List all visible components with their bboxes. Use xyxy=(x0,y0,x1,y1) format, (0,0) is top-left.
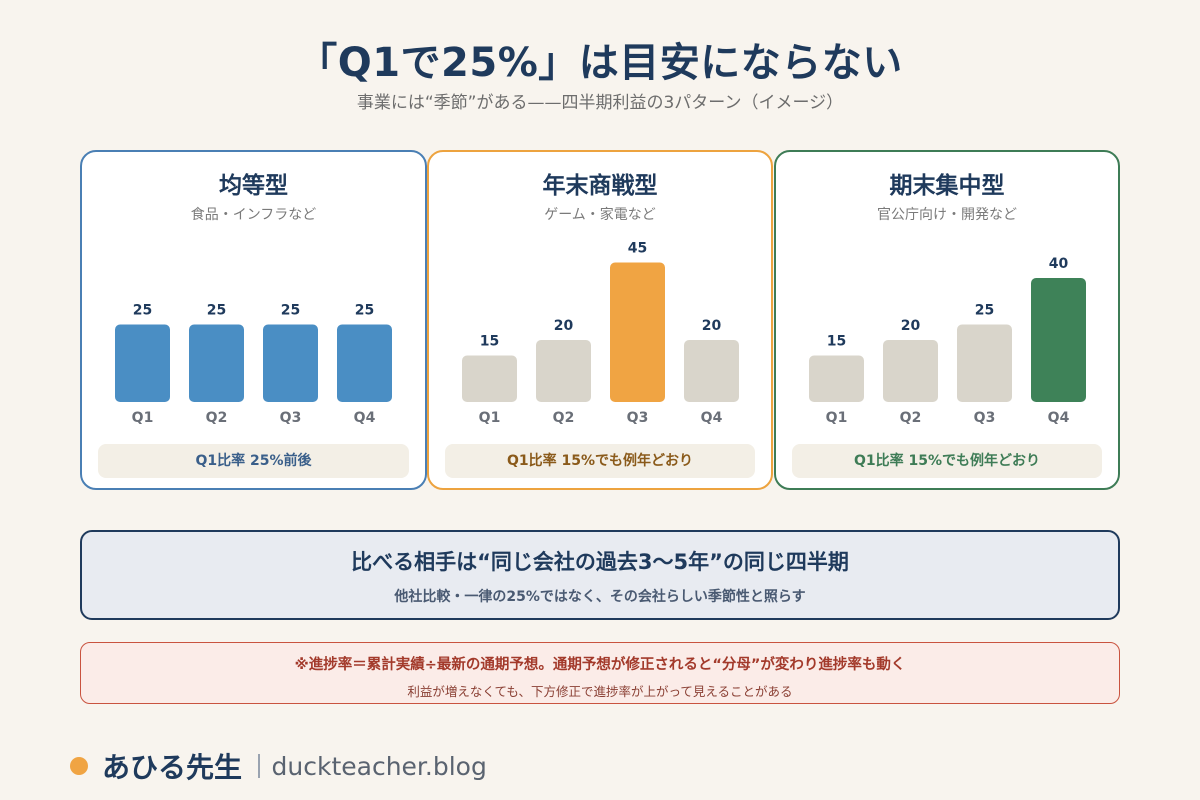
tick-label: Q2 xyxy=(900,410,922,426)
data-label: 40 xyxy=(1049,256,1069,272)
note-subtext: 利益が増えなくても、下方修正で進捗率が上がって見えることがある xyxy=(407,684,793,699)
tick-label: Q3 xyxy=(280,410,302,426)
data-label: 20 xyxy=(554,318,574,334)
data-label: 15 xyxy=(480,334,499,350)
chart-panel-year-end: 年末商戦型 ゲーム・家電など 15 Q1 20 Q2 45 Q3 20 Q4 Q1比率 15%… xyxy=(427,150,773,490)
bar-q2 xyxy=(189,324,244,402)
tick-label: Q1 xyxy=(479,410,501,426)
panel-footer: Q1比率 25%前後 xyxy=(98,444,409,478)
bar-q3 xyxy=(610,262,665,402)
panel-subtitle: 食品・インフラなど xyxy=(190,207,317,223)
tick-label: Q1 xyxy=(132,410,154,426)
panel-subtitle: ゲーム・家電など xyxy=(544,207,656,223)
data-label: 25 xyxy=(207,303,226,319)
panel-footer: Q1比率 15%でも例年どおり xyxy=(445,444,755,478)
data-label: 25 xyxy=(281,303,300,319)
brand-divider xyxy=(258,754,260,778)
bar-chart: 25 Q1 25 Q2 25 Q3 25 Q4 xyxy=(115,303,392,426)
tick-label: Q3 xyxy=(974,410,996,426)
data-label: 15 xyxy=(827,334,846,350)
tick-label: Q1 xyxy=(826,410,848,426)
bar-q3 xyxy=(263,324,318,402)
progress-rate-note: ※進捗率＝累計実績÷最新の通期予想。通期予想が修正されると“分母”が変わり進捗率… xyxy=(80,642,1120,704)
chart-panel-period-end: 期末集中型 官公庁向け・開発など 15 Q1 20 Q2 25 Q3 40 Q4 Q1比率 1… xyxy=(774,150,1120,490)
brand-url: duckteacher.blog xyxy=(271,751,487,781)
bar-q1 xyxy=(462,355,517,402)
page-subtitle: 事業には“季節”がある——四半期利益の3パターン（イメージ） xyxy=(356,93,844,113)
data-label: 25 xyxy=(975,303,994,319)
bar-q4 xyxy=(337,324,392,402)
data-label: 20 xyxy=(702,318,722,334)
page-title: 「Q1で25%」は目安にならない xyxy=(297,40,903,86)
panel-subtitle: 官公庁向け・開発など xyxy=(877,207,1017,223)
comparison-heading: 比べる相手は“同じ会社の過去3〜5年”の同じ四半期 xyxy=(351,550,849,574)
bar-chart: 15 Q1 20 Q2 25 Q3 40 Q4 xyxy=(809,256,1086,426)
data-label: 25 xyxy=(133,303,152,319)
chart-panel-even: 均等型 食品・インフラなど 25 Q1 25 Q2 25 Q3 25 Q4 Q1比率 25%前… xyxy=(80,150,427,490)
tick-label: Q4 xyxy=(354,410,376,426)
data-label: 45 xyxy=(628,241,647,257)
data-label: 25 xyxy=(355,303,374,319)
brand-dot-icon xyxy=(70,757,88,775)
bar-q1 xyxy=(809,355,864,402)
panel-title: 期末集中型 xyxy=(889,173,1005,199)
tick-label: Q4 xyxy=(701,410,723,426)
bar-q3 xyxy=(957,324,1012,402)
bar-q4 xyxy=(684,340,739,402)
tick-label: Q2 xyxy=(206,410,228,426)
panel-title: 年末商戦型 xyxy=(542,173,658,199)
data-label: 20 xyxy=(901,318,921,334)
tick-label: Q4 xyxy=(1048,410,1070,426)
panel-footer: Q1比率 15%でも例年どおり xyxy=(792,444,1102,478)
comparison-subtext: 他社比較・一律の25%ではなく、その会社らしい季節性と照らす xyxy=(394,589,806,605)
note-heading: ※進捗率＝累計実績÷最新の通期予想。通期予想が修正されると“分母”が変わり進捗率… xyxy=(294,657,906,673)
tick-label: Q3 xyxy=(627,410,649,426)
panel-title: 均等型 xyxy=(219,173,288,199)
bar-q4 xyxy=(1031,278,1086,402)
bar-q2 xyxy=(536,340,591,402)
comparison-callout: 比べる相手は“同じ会社の過去3〜5年”の同じ四半期 他社比較・一律の25%ではな… xyxy=(80,530,1120,620)
bar-q1 xyxy=(115,324,170,402)
tick-label: Q2 xyxy=(553,410,575,426)
bar-chart: 15 Q1 20 Q2 45 Q3 20 Q4 xyxy=(462,241,739,426)
brand-footer: あひる先生 duckteacher.blog xyxy=(70,746,487,786)
brand-name: あひる先生 xyxy=(102,751,243,784)
bar-q2 xyxy=(883,340,938,402)
